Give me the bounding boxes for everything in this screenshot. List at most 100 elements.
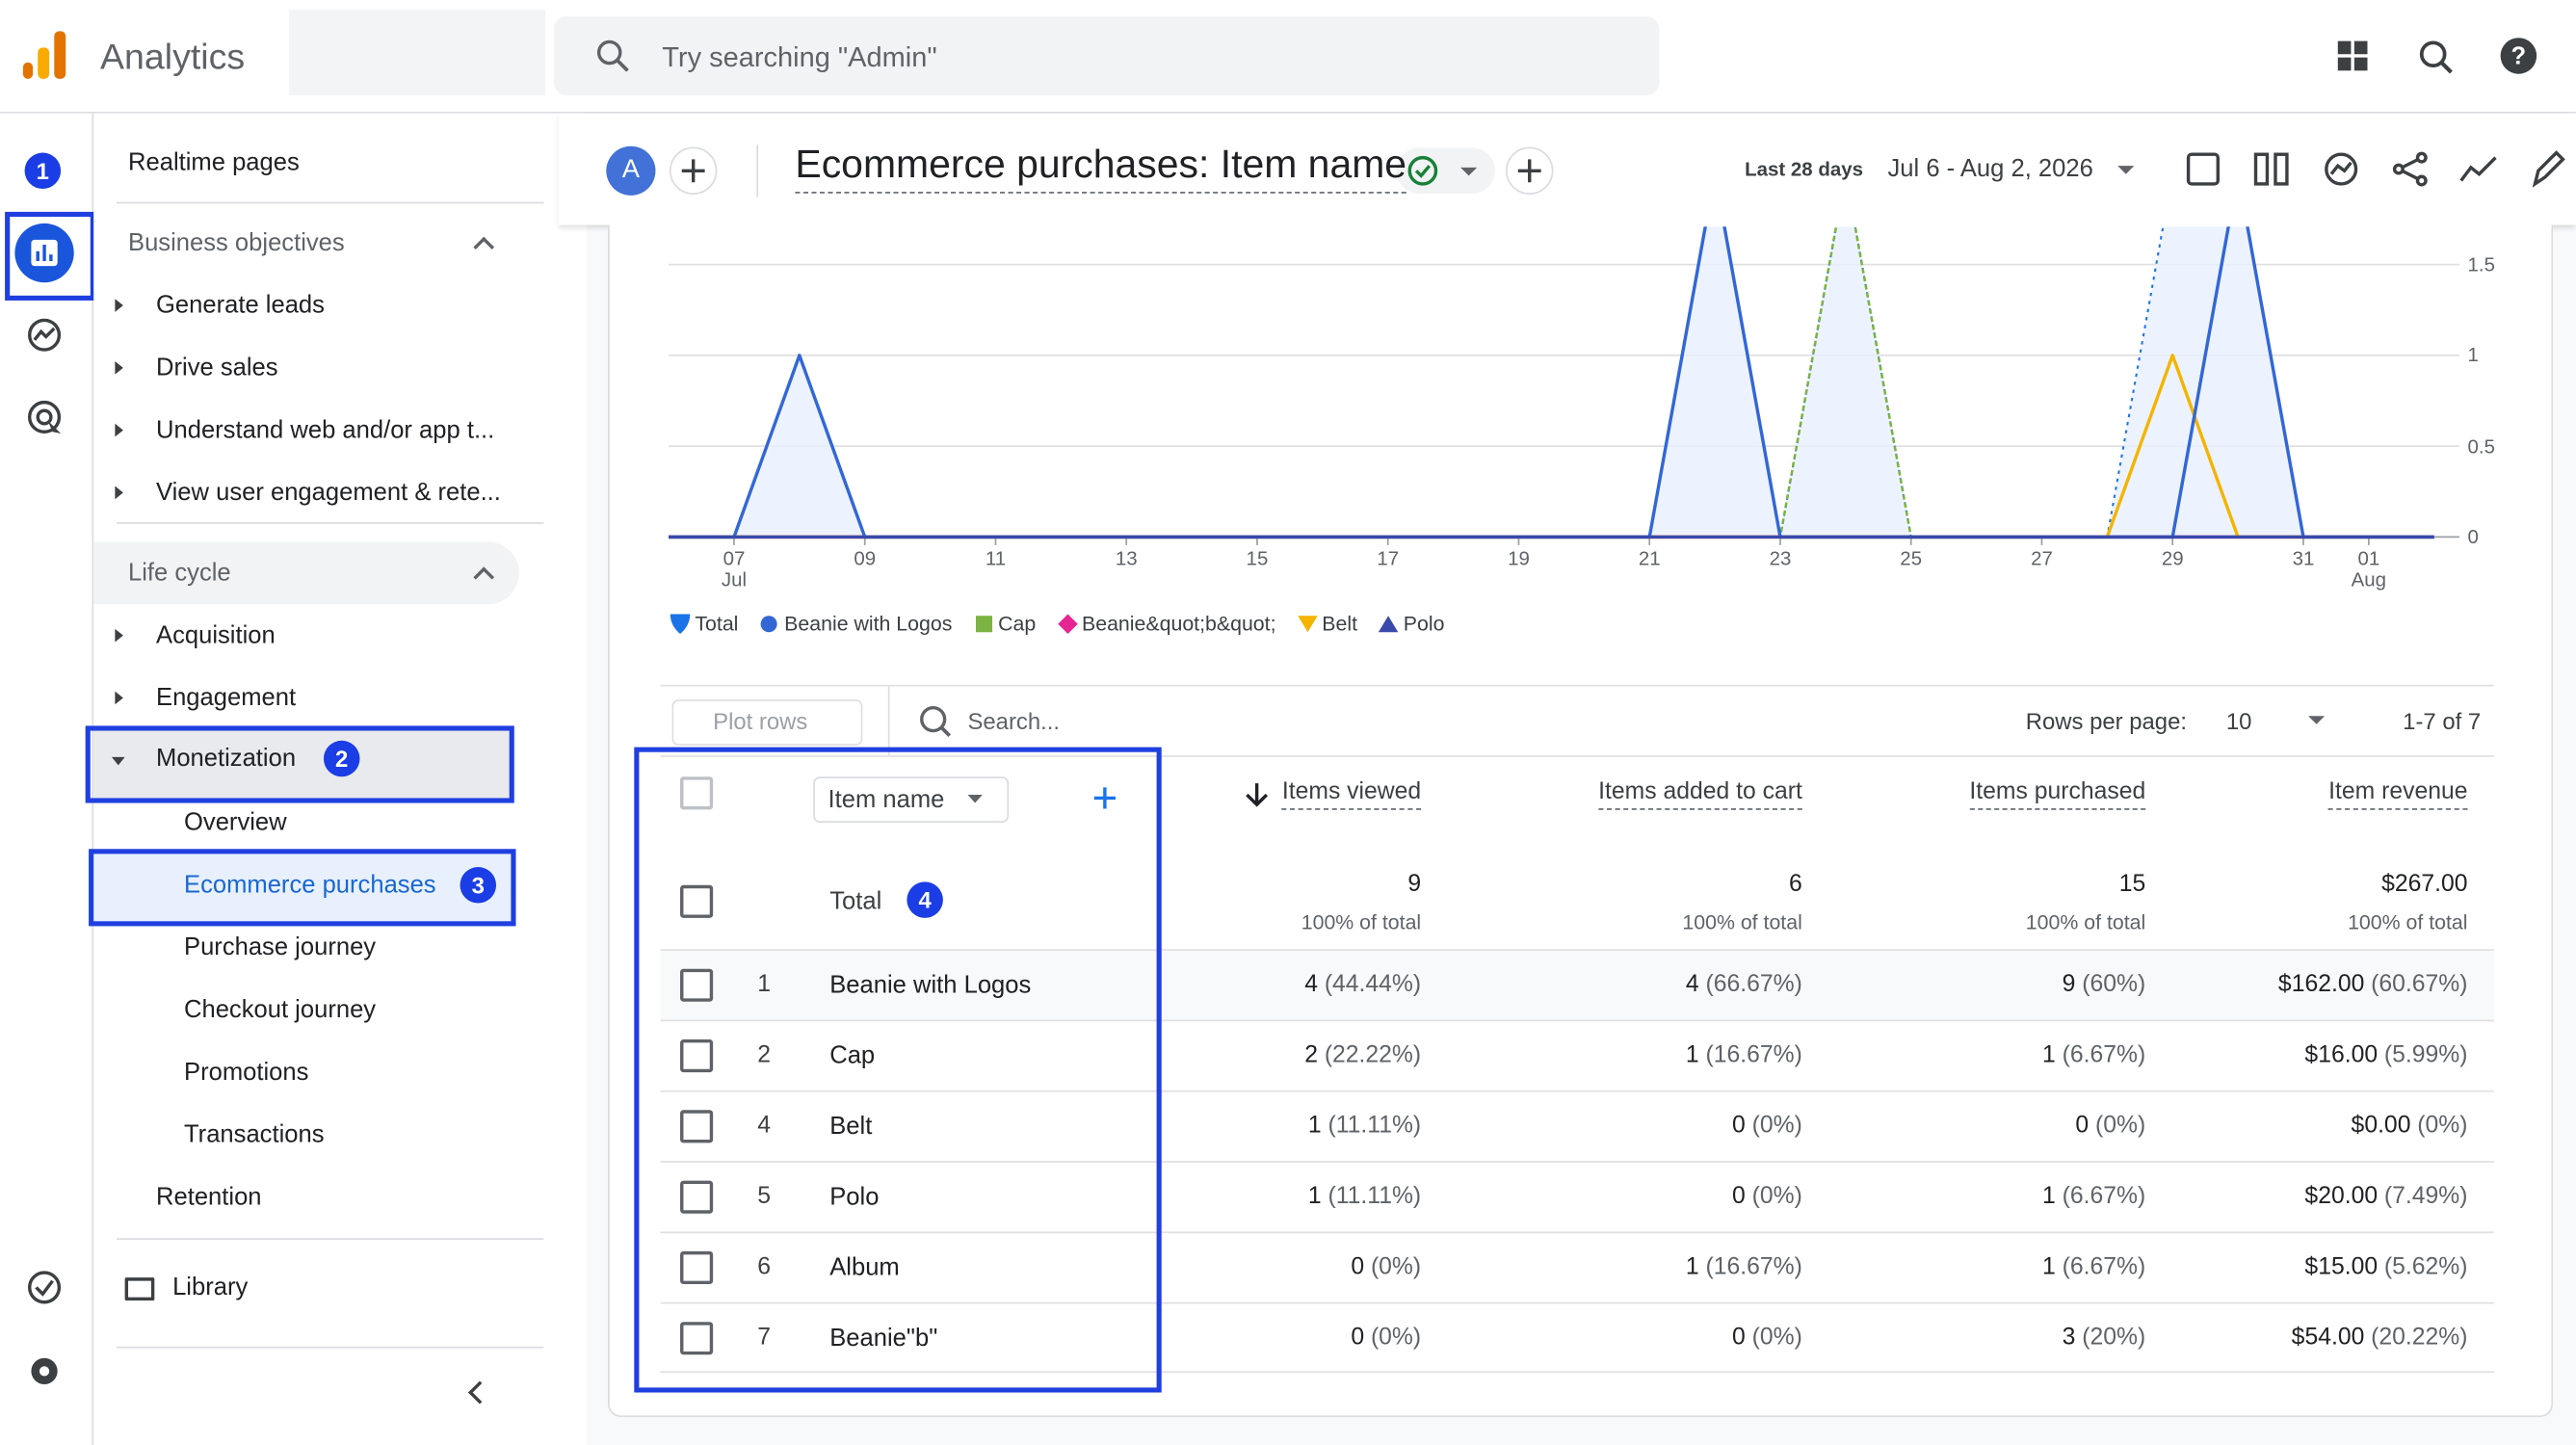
checkbox[interactable] <box>680 884 714 918</box>
cell-percent: (22.22%) <box>1324 1041 1422 1069</box>
column-header[interactable]: Item revenue <box>2328 780 2468 809</box>
legend-item[interactable]: Polo <box>1377 613 1444 636</box>
cell-value: 1 <box>2042 1041 2056 1069</box>
nav-subitem[interactable]: Transactions <box>184 1120 325 1149</box>
cell: 0 (0%) <box>1732 1185 1802 1209</box>
nav-item[interactable]: Understand web and/or app t... <box>156 416 495 445</box>
legend-item[interactable]: Beanie&quot;b&quot; <box>1056 613 1276 636</box>
checkbox[interactable] <box>680 1180 714 1214</box>
nav-item[interactable]: View user engagement & rete... <box>156 478 501 507</box>
avatar: A <box>606 145 656 196</box>
legend-item[interactable]: Cap <box>972 613 1036 636</box>
section-title[interactable]: Life cycle <box>128 559 231 588</box>
column-header[interactable]: Items viewed <box>1281 780 1422 809</box>
nav-item[interactable]: Generate leads <box>156 291 325 320</box>
x-tick-label: 15 <box>1246 546 1269 570</box>
cell: $20.00 (7.49%) <box>2304 1185 2467 1209</box>
cell-percent: (6.67%) <box>2062 1183 2146 1210</box>
cell-value: 0 <box>1731 1113 1746 1140</box>
legend-item[interactable]: Belt <box>1296 613 1357 636</box>
nav-item[interactable]: Acquisition <box>156 621 276 650</box>
cell: 3 (20%) <box>2063 1326 2146 1351</box>
rows-per-page-label: Rows per page: <box>2025 707 2187 734</box>
cell-percent: (11.11%) <box>1327 1183 1422 1210</box>
date-label: Last 28 days <box>1745 157 1864 181</box>
nav-subitem[interactable]: Promotions <box>184 1058 309 1087</box>
row-name: Cap <box>829 1041 876 1070</box>
cell: 0 (0%) <box>1732 1326 1802 1351</box>
cell-value: 1 <box>1307 1113 1322 1140</box>
nav-item[interactable]: Monetization <box>156 745 297 774</box>
nav-subitem[interactable]: Ecommerce purchases <box>184 871 436 900</box>
report-title[interactable]: Ecommerce purchases: Item name <box>795 143 1407 195</box>
divider <box>660 755 2494 757</box>
column-header[interactable]: Items purchased <box>1969 780 2146 809</box>
step-badge: 3 <box>460 867 497 904</box>
cell-value: 0 <box>1351 1325 1365 1352</box>
section-bg <box>93 541 519 605</box>
row-rank: 2 <box>757 1041 771 1069</box>
x-tick-label: 09 <box>854 546 877 570</box>
plot-rows-button[interactable] <box>671 699 863 746</box>
cell-percent: (44.44%) <box>1324 971 1422 998</box>
legend-marker <box>670 614 691 634</box>
divider <box>117 1346 544 1349</box>
cell-percent: (6.67%) <box>2062 1041 2146 1069</box>
step-badge: 2 <box>323 740 360 777</box>
rail-bottom-icons[interactable] <box>25 1268 67 1393</box>
expand-arrow <box>115 299 129 312</box>
rail-icons[interactable] <box>25 315 67 446</box>
legend-item[interactable]: Total <box>669 613 738 636</box>
legend-item[interactable]: Beanie with Logos <box>758 613 952 636</box>
checkbox[interactable] <box>680 1110 714 1143</box>
table-search[interactable]: Search... <box>967 707 1061 734</box>
dimension-selector[interactable] <box>813 776 1010 824</box>
highlight-box <box>5 211 95 301</box>
nav-item[interactable]: Drive sales <box>156 354 278 382</box>
app-name: Analytics <box>100 36 246 78</box>
nav-subitem[interactable]: Overview <box>184 808 287 837</box>
total-sub: 100% of total <box>1301 910 1422 934</box>
nav-subitem[interactable]: Purchase journey <box>184 933 377 962</box>
cell-value: 4 <box>1304 971 1318 998</box>
checkbox[interactable] <box>680 1250 714 1284</box>
row-name: Beanie"b" <box>829 1324 938 1353</box>
nav-item[interactable]: Realtime pages <box>128 148 300 177</box>
checkbox[interactable] <box>680 1322 714 1355</box>
y-tick-label: 1 <box>2467 343 2479 367</box>
row-rank: 7 <box>757 1325 771 1352</box>
cell-value: $54.00 <box>2291 1325 2365 1352</box>
section-title[interactable]: Business objectives <box>128 228 345 257</box>
divider <box>117 201 544 204</box>
legend-marker <box>975 616 992 633</box>
column-header[interactable]: Items added to cart <box>1598 780 1802 809</box>
row-divider <box>660 1301 2494 1304</box>
checkbox[interactable] <box>680 968 714 1002</box>
date-range[interactable]: Jul 6 - Aug 2, 2026 <box>1887 155 2093 184</box>
account-selector[interactable] <box>289 10 546 95</box>
rows-per-page[interactable]: 10 <box>2225 707 2252 734</box>
step-badge: 1 <box>24 152 62 190</box>
nav-item[interactable]: Engagement <box>156 683 297 712</box>
row-divider <box>660 1019 2494 1022</box>
nav-subitem[interactable]: Checkout journey <box>184 995 377 1024</box>
header-icons[interactable]: ? <box>2333 37 2547 79</box>
plot-rows: Plot rows <box>713 707 808 734</box>
dimension-label: Item name <box>828 785 945 814</box>
reports-icon[interactable] <box>13 222 76 284</box>
search-box[interactable] <box>553 16 1660 95</box>
x-tick-label: 19 <box>1508 546 1530 570</box>
total-value: $267.00 <box>2381 871 2468 898</box>
expand-arrow <box>115 691 129 705</box>
cell-value: 1 <box>1307 1183 1322 1210</box>
search-placeholder[interactable]: Try searching "Admin" <box>662 41 937 73</box>
nav-item[interactable]: Library <box>172 1273 249 1301</box>
checkbox[interactable] <box>680 1039 714 1073</box>
nav-item[interactable]: Retention <box>156 1183 262 1212</box>
checkbox[interactable] <box>680 776 714 810</box>
cell-percent: (7.49%) <box>2383 1183 2468 1210</box>
x-tick-label: 21 <box>1638 546 1661 570</box>
y-tick-label: 1.5 <box>2467 252 2495 276</box>
cell-percent: (66.67%) <box>1705 971 1802 998</box>
